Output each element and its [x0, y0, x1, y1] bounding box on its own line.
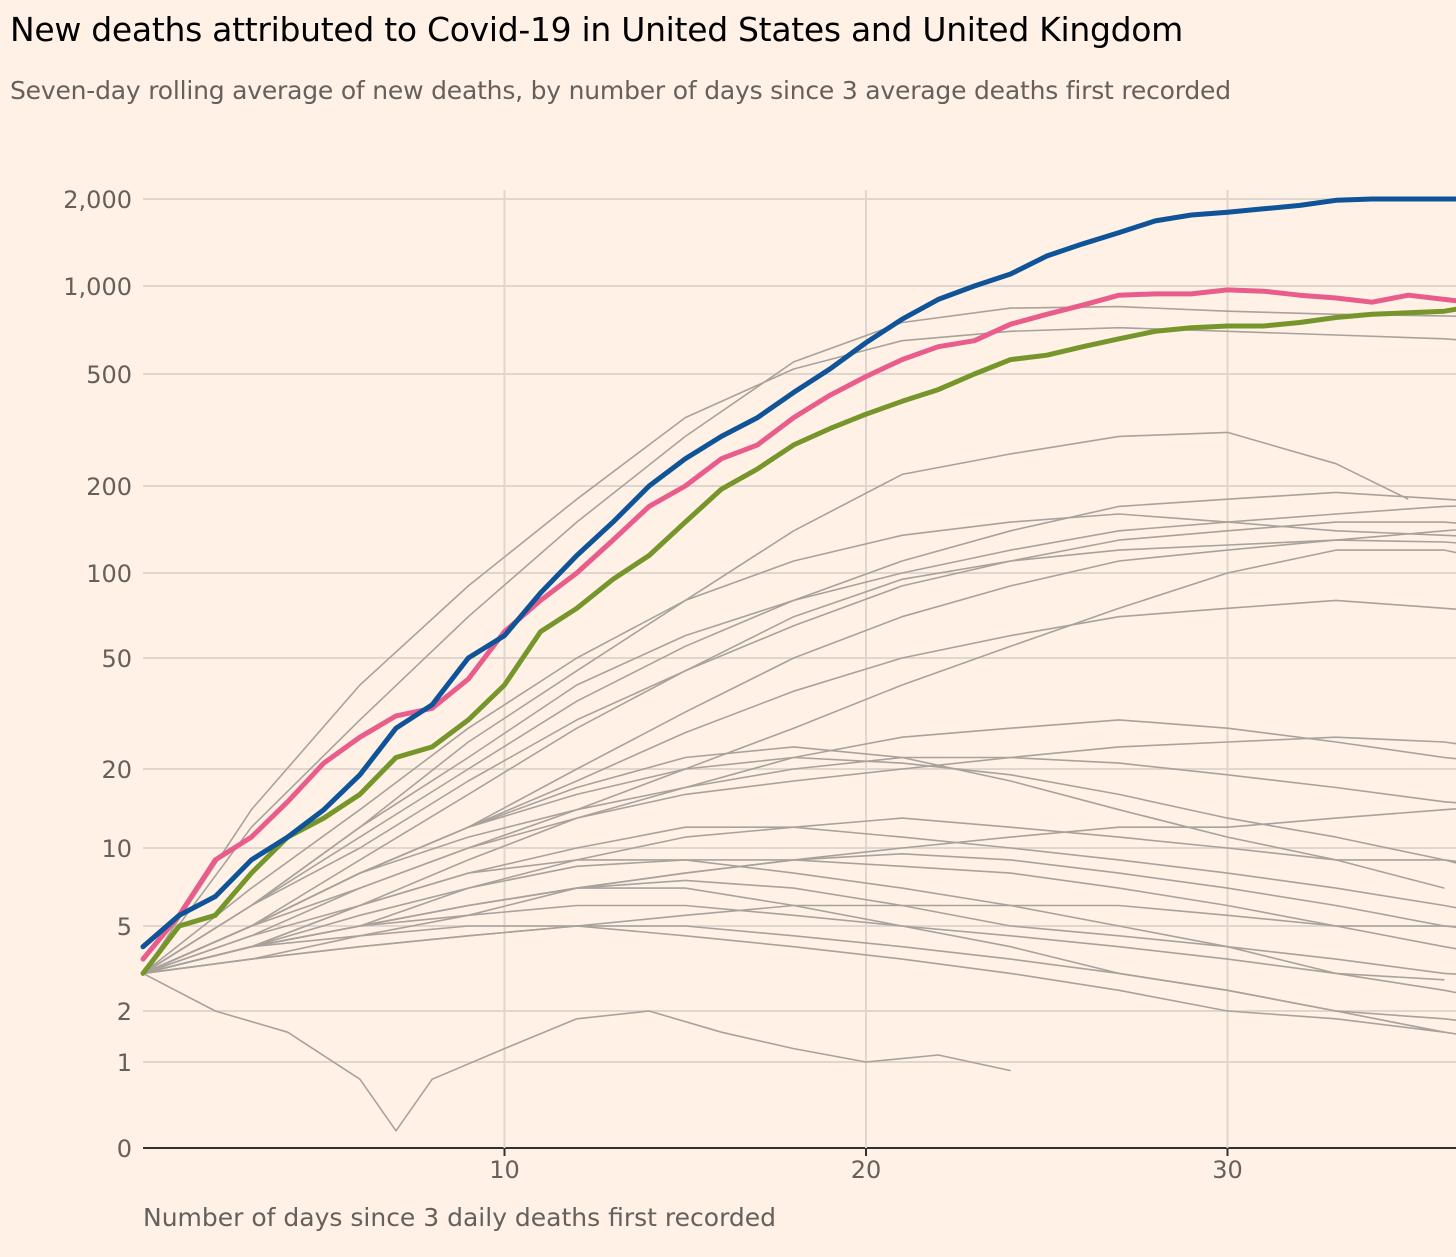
- y-tick-label: 2,000: [63, 186, 132, 214]
- background-series-line: [142, 853, 1456, 975]
- x-axis-label: Number of days since 3 daily deaths firs…: [143, 1203, 776, 1232]
- chart-subtitle: Seven-day rolling average of new deaths,…: [10, 76, 1231, 105]
- y-tick-label: 50: [101, 645, 132, 673]
- background-series-line: [142, 859, 1456, 975]
- background-series-line: [142, 904, 1445, 981]
- x-tick-label: 10: [489, 1156, 520, 1184]
- grid: [143, 190, 1456, 1149]
- background-series-line: [142, 549, 1456, 975]
- y-tick-label: 500: [86, 361, 132, 389]
- x-axis-ticks: 10203040506070: [489, 1148, 1243, 1184]
- background-series-line: [142, 736, 1456, 975]
- background-series-line: [142, 491, 1456, 975]
- x-tick-label: 20: [851, 1156, 882, 1184]
- series-line-france: [140, 306, 1456, 976]
- background-series: [142, 305, 1456, 1132]
- background-series-line: [142, 505, 1456, 975]
- highlight-series: [140, 196, 1456, 976]
- background-series-line: [142, 539, 1456, 975]
- y-tick-label: 20: [101, 756, 132, 784]
- y-tick-label: 1: [117, 1049, 132, 1077]
- background-series-line: [142, 972, 1011, 1132]
- background-series-line: [142, 756, 1456, 975]
- series-line-united-states: [140, 196, 1456, 950]
- y-axis-ticks: 0 1 2 5 10 20 50 100 200 500 1,000 2,000: [63, 186, 132, 1163]
- y-tick-label: 1,000: [63, 273, 132, 301]
- background-series-line: [142, 879, 1456, 975]
- background-series-line: [142, 513, 1456, 975]
- y-tick-label: 0: [117, 1135, 132, 1163]
- background-series-line: [142, 859, 1456, 994]
- background-series-line: [142, 326, 1456, 974]
- background-series-line: [142, 925, 1456, 1022]
- background-series-line: [142, 431, 1409, 975]
- y-tick-label: 200: [86, 473, 132, 501]
- y-tick-label: 2: [117, 998, 132, 1026]
- background-series-line: [142, 305, 1456, 974]
- y-tick-label: 5: [117, 913, 132, 941]
- series-line-united-kingdom: [140, 287, 1456, 962]
- x-tick-label: 30: [1212, 1156, 1243, 1184]
- background-series-line: [142, 826, 1456, 975]
- background-series-line: [142, 719, 1456, 975]
- background-series-line: [142, 925, 1445, 1033]
- chart-title: New deaths attributed to Covid-19 in Uni…: [10, 10, 1184, 49]
- background-series-line: [142, 756, 1456, 975]
- background-series-line: [142, 817, 1456, 975]
- y-tick-label: 100: [86, 560, 132, 588]
- y-tick-label: 10: [101, 835, 132, 863]
